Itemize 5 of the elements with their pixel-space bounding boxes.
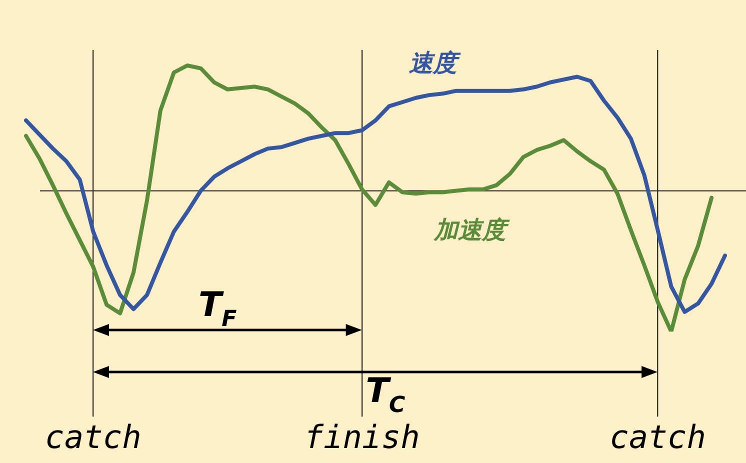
series-label: 加速度 [433,216,510,244]
x-tick-label: catch [45,418,142,456]
x-tick-label: finish [304,418,420,456]
series-label: 速度 [409,49,461,78]
x-tick-label: catch [610,418,706,456]
